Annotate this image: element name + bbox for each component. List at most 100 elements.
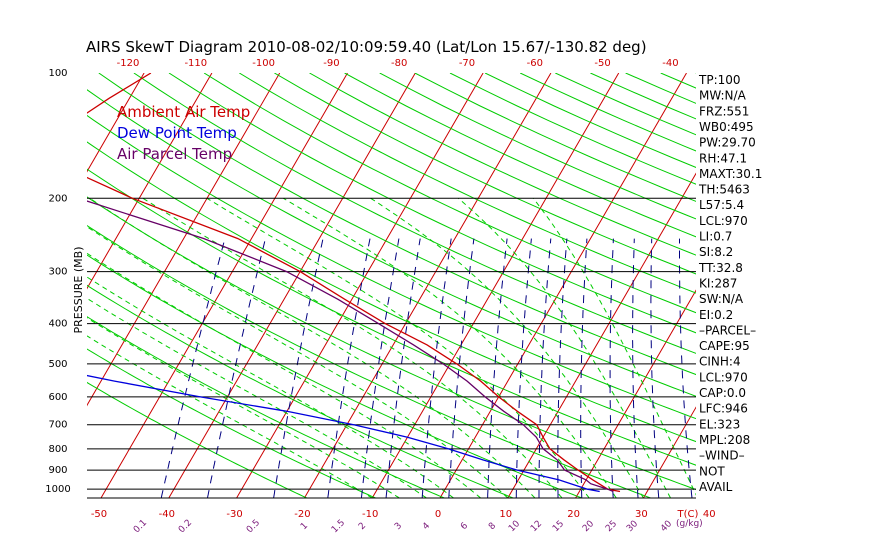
mixing-ratio-line <box>632 238 639 498</box>
mixing-ratio-line <box>650 238 660 498</box>
mixing-ratio-line <box>679 238 693 498</box>
mixing-ratio-tick-label: 6 <box>459 521 470 532</box>
mixing-ratio-line <box>515 238 532 498</box>
dry-adiabat-line <box>168 73 696 334</box>
stability-index: TH:5463 <box>698 183 750 197</box>
profile-series <box>87 73 621 493</box>
top-temp-tick-label: -80 <box>391 58 407 69</box>
dry-adiabat-line <box>98 73 696 376</box>
stability-index: MW:N/A <box>699 89 747 103</box>
dry-adiabat-line <box>344 73 696 238</box>
moist-adiabat-line <box>457 197 671 498</box>
dry-adiabat-line <box>87 89 696 397</box>
stability-index: LCL:970 <box>699 214 748 228</box>
y-axis-label: PRESSURE (MB) <box>72 247 85 334</box>
top-temp-tick-label: -100 <box>252 58 275 69</box>
pressure-tick-label: 300 <box>48 267 67 278</box>
stability-index: PW:29.70 <box>699 136 756 150</box>
mixing-ratio-tick-label: 2 <box>357 521 368 532</box>
dry-adiabat-line <box>519 73 696 152</box>
stability-index: LFC:946 <box>699 402 748 416</box>
mixing-ratio-tick-label: 0.5 <box>245 518 262 535</box>
stability-index: NOT <box>699 464 725 478</box>
isotherm-line <box>779 73 870 498</box>
pressure-tick-label: 600 <box>48 392 67 403</box>
bottom-temp-tick-label: -30 <box>226 509 242 520</box>
dry-adiabat-line <box>87 224 651 498</box>
pressure-tick-label: 800 <box>48 444 67 455</box>
temp-unit-label: T(C) <box>677 509 699 520</box>
mixing-ratio-line <box>360 238 400 498</box>
mixing-ratio-line <box>160 238 226 498</box>
bottom-temp-tick-label: 0 <box>435 509 441 520</box>
moist-adiabat-line <box>370 197 644 498</box>
isotherm-line <box>100 73 348 498</box>
mixing-ratio-tick-label: 12 <box>529 519 544 534</box>
series-line <box>87 374 600 493</box>
mixing-ratio-tick-label: 3 <box>393 521 404 532</box>
bottom-temp-tick-label: -40 <box>159 509 175 520</box>
pressure-tick-label: 400 <box>48 319 67 330</box>
isotherm-line <box>236 73 484 498</box>
isotherm-line <box>507 172 696 498</box>
legend-entry: Ambient Air Temp <box>117 103 250 121</box>
moist-adiabat-line <box>87 226 509 498</box>
mixing-ratio-tick-label: 4 <box>421 521 432 532</box>
stability-index: FRZ:551 <box>699 104 749 118</box>
pressure-tick-label: 100 <box>48 68 67 79</box>
mixing-ratio-tick-label: 30 <box>625 519 640 534</box>
moist-adiabat-line <box>87 335 373 498</box>
stability-index: TT:32.8 <box>698 261 743 275</box>
pressure-tick-label: 1000 <box>45 484 70 495</box>
chart-legend: Ambient Air Temp Dew Point Temp Air Parcel… <box>117 103 250 163</box>
mixing-ratio-line <box>207 238 266 498</box>
isotherm-line <box>87 73 213 290</box>
bottom-temp-tick-label: 10 <box>499 509 512 520</box>
mixing-ratio-tick-label: 8 <box>487 521 498 532</box>
moist-adiabat-line <box>206 197 590 498</box>
pressure-tick-label: 900 <box>48 465 67 476</box>
stability-index: MAXT:30.1 <box>699 167 762 181</box>
bottom-temp-tick-label: 40 <box>703 509 716 520</box>
dry-adiabat-line <box>414 73 696 202</box>
dry-adiabat-line <box>87 254 582 498</box>
stability-index: L57:5.4 <box>699 198 744 212</box>
top-temp-tick-label: -90 <box>323 58 339 69</box>
mixing-ratio-tick-label: 0.2 <box>177 518 194 535</box>
dry-adiabat-line <box>87 316 445 498</box>
isotherm-line <box>371 73 620 498</box>
dry-adiabat-line <box>660 73 696 89</box>
stability-index: SW:N/A <box>699 292 744 306</box>
mixing-ratio-line <box>487 238 508 498</box>
mixing-ratio-line <box>448 238 475 498</box>
top-temp-tick-label: -60 <box>527 58 543 69</box>
moist-adiabat-line <box>87 317 400 498</box>
moist-adiabat-line <box>87 252 482 498</box>
series-line <box>87 73 621 493</box>
dry-adiabat-line <box>274 73 696 275</box>
stability-index: AVAIL <box>699 480 733 494</box>
mixing-ratio-tick-label: 1 <box>299 521 310 532</box>
bottom-temp-tick-label: -10 <box>362 509 378 520</box>
stability-index: CAPE:95 <box>699 339 750 353</box>
stability-index: KI:287 <box>699 276 737 290</box>
isobar-lines <box>87 197 696 499</box>
moist-adiabat-line <box>532 197 696 496</box>
top-temp-tick-label: -50 <box>594 58 610 69</box>
dry-adiabat-line <box>87 168 696 466</box>
dry-adiabat-line <box>239 73 696 294</box>
bottom-temp-tick-label: -20 <box>294 509 310 520</box>
dry-adiabat-line <box>203 73 696 314</box>
mixing-ratio-line <box>580 238 588 498</box>
background-grid <box>87 73 870 498</box>
bottom-temp-tick-label: 20 <box>567 509 580 520</box>
mixing-ratio-tick-label: 10 <box>507 519 522 534</box>
top-temp-tick-label: -70 <box>459 58 475 69</box>
mixing-ratio-tick-label: 15 <box>551 519 566 534</box>
mixing-ratio-line <box>327 238 371 498</box>
isotherm-line <box>87 73 281 407</box>
top-temp-tick-label: -110 <box>184 58 207 69</box>
stability-index: –WIND– <box>699 449 745 463</box>
isotherm-line <box>847 73 870 498</box>
mixing-ratio-tick-label: 0.1 <box>132 518 149 535</box>
